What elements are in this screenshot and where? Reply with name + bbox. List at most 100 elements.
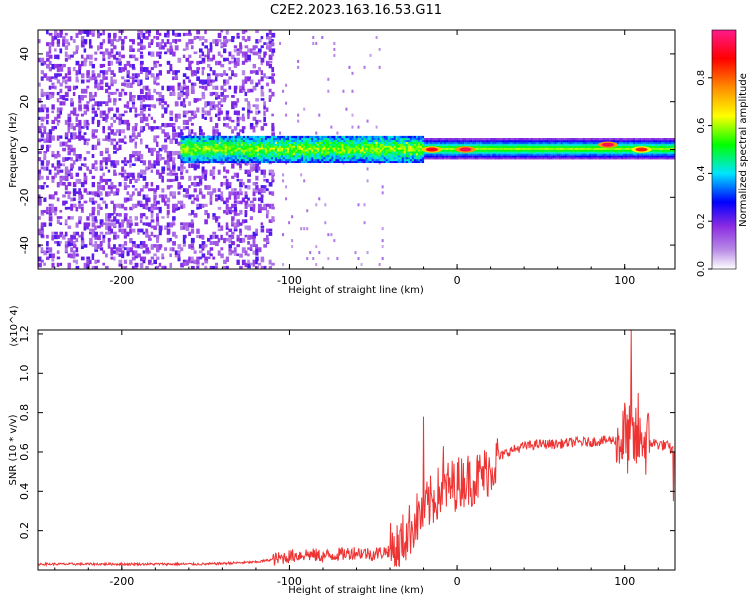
signal-cell xyxy=(305,136,307,138)
signal-cell xyxy=(243,136,245,138)
noise-cell xyxy=(212,126,214,129)
noise-cell xyxy=(172,160,175,165)
signal-cell xyxy=(531,138,533,140)
noise-cell xyxy=(191,45,194,49)
noise-cell xyxy=(269,30,272,35)
signal-cell xyxy=(347,136,349,138)
noise-cell xyxy=(46,107,49,112)
noise-cell xyxy=(124,83,126,87)
noise-cell xyxy=(180,86,183,91)
noise-cell xyxy=(177,58,181,63)
noise-cell xyxy=(196,229,199,234)
noise-cell xyxy=(250,216,253,220)
noise-cell xyxy=(266,45,269,49)
signal-cell xyxy=(547,138,549,140)
noise-cell xyxy=(59,135,62,138)
noise-cell xyxy=(105,216,108,221)
noise-cell xyxy=(215,123,218,128)
noise-cell xyxy=(271,207,275,210)
noise-cell xyxy=(129,135,132,138)
noise-cell xyxy=(156,135,159,138)
noise-cell xyxy=(59,67,63,72)
noise-cell xyxy=(234,207,237,212)
figure-title: C2E2.2023.163.16.53.G11 xyxy=(270,3,442,18)
signal-cell xyxy=(520,138,522,140)
noise-cell xyxy=(226,232,229,236)
noise-cell xyxy=(116,107,119,112)
noise-cell xyxy=(183,204,186,209)
noise-cell xyxy=(231,241,235,245)
noise-cell xyxy=(242,219,245,223)
noise-cell xyxy=(261,86,264,89)
noise-cell xyxy=(220,55,223,58)
noise-cell xyxy=(318,197,320,200)
noise-cell xyxy=(86,120,88,124)
noise-cell xyxy=(92,257,94,260)
noise-cell xyxy=(202,36,205,40)
noise-cell xyxy=(68,148,71,151)
noise-cell xyxy=(226,238,229,242)
noise-cell xyxy=(127,70,130,74)
noise-cell xyxy=(161,145,164,150)
noise-cell xyxy=(188,257,191,261)
noise-cell xyxy=(140,201,142,204)
noise-cell xyxy=(210,253,213,256)
noise-cell xyxy=(236,36,239,39)
noise-cell xyxy=(333,239,335,242)
noise-cell xyxy=(113,92,117,95)
noise-cell xyxy=(121,55,125,59)
noise-cell xyxy=(143,176,147,181)
noise-cell xyxy=(228,126,231,129)
noise-cell xyxy=(220,104,223,107)
noise-cell xyxy=(153,194,156,199)
noise-cell xyxy=(100,198,104,201)
noise-cell xyxy=(250,111,253,114)
noise-cell xyxy=(207,73,211,76)
noise-cell xyxy=(84,176,88,181)
signal-cell xyxy=(470,138,472,140)
noise-cell xyxy=(135,58,139,61)
signal-cell xyxy=(323,136,325,138)
noise-cell xyxy=(239,188,241,193)
noise-cell xyxy=(279,42,281,45)
noise-cell xyxy=(57,92,60,95)
noise-cell xyxy=(164,101,167,105)
signal-cell xyxy=(406,136,408,138)
noise-cell xyxy=(54,191,57,195)
noise-cell xyxy=(218,216,221,219)
noise-cell xyxy=(118,58,121,62)
noise-cell xyxy=(81,55,84,59)
noise-cell xyxy=(132,79,135,84)
noise-cell xyxy=(102,250,105,254)
noise-cell xyxy=(202,70,204,75)
noise-cell xyxy=(220,98,222,102)
signal-cell xyxy=(362,136,364,138)
noise-cell xyxy=(172,173,175,176)
noise-cell xyxy=(116,129,118,133)
noise-cell xyxy=(132,163,136,166)
noise-cell xyxy=(223,210,226,213)
noise-cell xyxy=(94,101,97,106)
noise-cell xyxy=(143,160,146,165)
noise-cell xyxy=(68,182,72,186)
signal-cell xyxy=(307,136,309,138)
noise-cell xyxy=(234,126,238,131)
noise-cell xyxy=(231,70,234,73)
noise-cell xyxy=(105,48,108,52)
noise-cell xyxy=(223,70,226,75)
noise-cell xyxy=(367,251,369,254)
signal-cell xyxy=(559,138,561,140)
noise-cell xyxy=(100,101,103,106)
noise-cell xyxy=(161,157,164,160)
noise-cell xyxy=(59,73,62,76)
noise-cell xyxy=(207,185,211,190)
signal-cell xyxy=(482,138,484,140)
noise-cell xyxy=(118,120,121,125)
noise-cell xyxy=(65,201,68,204)
noise-cell xyxy=(358,203,360,206)
noise-cell xyxy=(282,173,284,176)
noise-cell xyxy=(327,233,329,236)
noise-cell xyxy=(258,120,261,123)
noise-cell xyxy=(177,191,180,195)
noise-cell xyxy=(226,73,228,76)
